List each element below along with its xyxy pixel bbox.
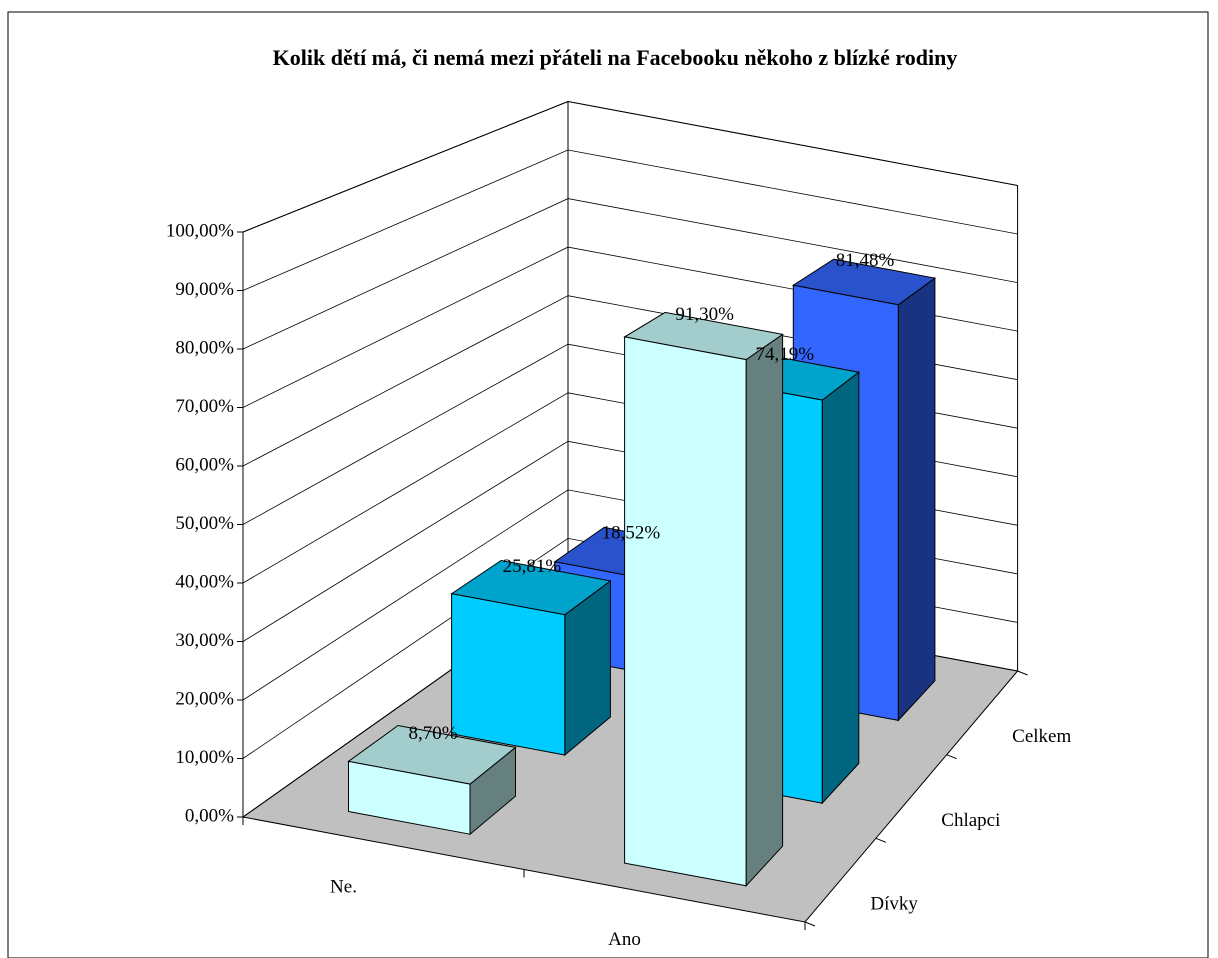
y-tick-label: 60,00% bbox=[175, 454, 234, 475]
y-tick-label: 10,00% bbox=[175, 747, 234, 768]
grid-line bbox=[242, 198, 1018, 350]
data-label: 91,30% bbox=[675, 304, 734, 325]
y-tick-label: 90,00% bbox=[175, 279, 234, 300]
bar-side bbox=[821, 371, 860, 805]
data-label: 74,19% bbox=[756, 344, 815, 365]
z-tick bbox=[875, 837, 887, 843]
y-tick-label: 40,00% bbox=[175, 571, 234, 592]
y-tick-label: 70,00% bbox=[175, 396, 234, 417]
x-tick-label: Ne. bbox=[330, 877, 357, 898]
z-tick bbox=[946, 754, 957, 760]
bar-side bbox=[745, 333, 784, 888]
bar-front bbox=[348, 760, 471, 835]
y-tick-label: 20,00% bbox=[175, 688, 234, 709]
bar-front bbox=[451, 593, 566, 756]
chart-title: Kolik dětí má, či nemá mezi přáteli na F… bbox=[273, 45, 958, 70]
bar-side bbox=[897, 277, 936, 722]
series-label: Celkem bbox=[1012, 726, 1071, 747]
grid-line bbox=[242, 149, 1018, 291]
grid-line bbox=[242, 101, 1018, 233]
y-tick-label: 50,00% bbox=[175, 513, 234, 534]
z-tick bbox=[804, 921, 816, 927]
data-label: 18,52% bbox=[602, 523, 661, 544]
y-tick-label: 0,00% bbox=[185, 805, 234, 826]
data-label: 8,70% bbox=[408, 723, 457, 744]
bar bbox=[450, 559, 612, 757]
y-tick-label: 80,00% bbox=[175, 337, 234, 358]
x-tick-label: Ano bbox=[608, 929, 641, 950]
bar bbox=[623, 311, 784, 888]
data-label: 25,81% bbox=[503, 556, 562, 577]
series-label: Dívky bbox=[870, 894, 918, 915]
y-tick-label: 30,00% bbox=[175, 630, 234, 651]
y-tick-label: 100,00% bbox=[166, 220, 234, 241]
bar-front bbox=[624, 336, 747, 887]
bar bbox=[347, 724, 517, 836]
series-label: Chlapci bbox=[941, 810, 1000, 831]
z-tick bbox=[1017, 670, 1028, 676]
data-label: 81,48% bbox=[836, 250, 895, 271]
